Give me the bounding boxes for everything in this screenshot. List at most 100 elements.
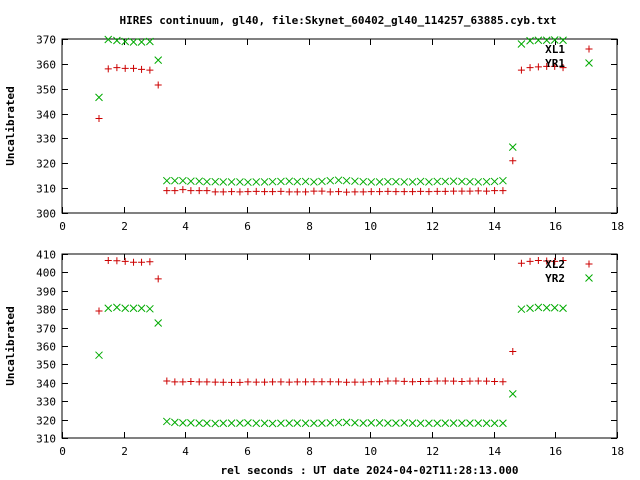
- data-point: [351, 378, 359, 386]
- data-point: [433, 177, 442, 186]
- data-point: [269, 378, 277, 386]
- y-axis-label: Uncalibrated: [4, 86, 17, 165]
- data-point: [261, 378, 269, 386]
- data-point: [351, 418, 359, 427]
- series-xl2: [95, 256, 567, 386]
- data-point: [113, 64, 121, 72]
- data-point: [526, 257, 534, 265]
- data-point: [458, 378, 466, 386]
- data-point: [335, 188, 343, 196]
- data-point: [146, 66, 154, 74]
- data-point: [526, 36, 534, 45]
- data-point: [277, 419, 285, 428]
- data-point: [375, 419, 384, 427]
- data-point: [260, 178, 269, 186]
- data-point: [517, 259, 525, 267]
- data-point: [490, 419, 499, 428]
- data-point: [187, 419, 195, 427]
- data-point: [236, 178, 244, 186]
- y-tick-label: 310: [36, 433, 56, 446]
- data-point: [508, 389, 517, 398]
- data-point: [146, 37, 154, 46]
- data-point: [154, 275, 162, 283]
- data-point: [104, 65, 112, 73]
- x-tick-label: 0: [59, 445, 66, 458]
- data-point: [384, 419, 392, 427]
- data-point: [359, 188, 367, 196]
- data-point: [509, 157, 517, 165]
- chart-title: HIRES continuum, gl40, file:Skynet_60402…: [119, 14, 556, 27]
- data-point: [203, 419, 211, 428]
- data-point: [95, 115, 103, 123]
- data-point: [244, 178, 252, 187]
- data-point: [384, 377, 392, 385]
- x-tick-label: 14: [488, 445, 502, 458]
- data-point: [211, 419, 220, 428]
- data-point: [392, 419, 400, 427]
- data-point: [384, 187, 392, 195]
- data-point: [195, 177, 204, 186]
- data-point: [416, 177, 425, 186]
- data-point: [326, 378, 334, 386]
- data-point: [376, 378, 384, 386]
- y-tick-label: 360: [36, 59, 56, 72]
- data-point: [244, 188, 252, 196]
- data-point: [310, 187, 318, 195]
- data-point: [252, 378, 260, 386]
- data-point: [277, 378, 285, 386]
- data-point: [121, 64, 129, 72]
- data-point: [203, 177, 211, 186]
- data-point: [219, 378, 227, 386]
- data-point: [482, 419, 491, 428]
- data-point: [95, 351, 103, 360]
- data-point: [318, 419, 326, 427]
- data-point: [543, 62, 551, 70]
- data-point: [285, 378, 293, 386]
- data-point: [483, 187, 491, 195]
- data-point: [550, 36, 559, 44]
- data-point: [326, 176, 335, 185]
- data-point: [162, 417, 171, 426]
- data-point: [542, 303, 551, 312]
- x-tick-label: 6: [244, 445, 251, 458]
- data-point: [171, 187, 179, 195]
- data-point: [408, 419, 417, 427]
- data-point: [137, 38, 146, 46]
- data-point: [113, 303, 121, 312]
- data-point: [483, 377, 491, 385]
- data-point: [499, 176, 507, 185]
- data-point: [425, 178, 433, 186]
- data-point: [179, 378, 187, 386]
- data-point: [499, 187, 507, 195]
- data-point: [154, 319, 163, 327]
- legend-marker: [585, 260, 593, 268]
- data-point: [203, 187, 211, 195]
- data-point: [441, 187, 449, 195]
- data-point: [433, 187, 441, 195]
- data-point: [277, 177, 285, 186]
- data-point: [285, 419, 294, 427]
- data-point: [384, 177, 392, 186]
- data-point: [236, 378, 244, 386]
- x-tick-label: 10: [364, 220, 377, 233]
- data-point: [551, 257, 559, 265]
- y-tick-label: 410: [36, 249, 56, 262]
- x-tick-label: 18: [611, 220, 624, 233]
- data-point: [301, 177, 310, 186]
- data-point: [526, 304, 534, 313]
- data-point: [482, 177, 491, 186]
- data-point: [268, 177, 277, 186]
- data-point: [425, 377, 433, 385]
- data-point: [293, 378, 301, 386]
- data-point: [310, 378, 318, 386]
- data-point: [171, 378, 179, 386]
- data-point: [137, 304, 146, 313]
- y-tick-label: 300: [36, 208, 56, 221]
- data-point: [474, 178, 483, 186]
- data-point: [228, 188, 236, 196]
- x-tick-label: 16: [549, 445, 562, 458]
- data-point: [534, 36, 543, 45]
- data-point: [162, 176, 171, 185]
- x-tick-label: 2: [121, 445, 128, 458]
- data-point: [104, 304, 113, 313]
